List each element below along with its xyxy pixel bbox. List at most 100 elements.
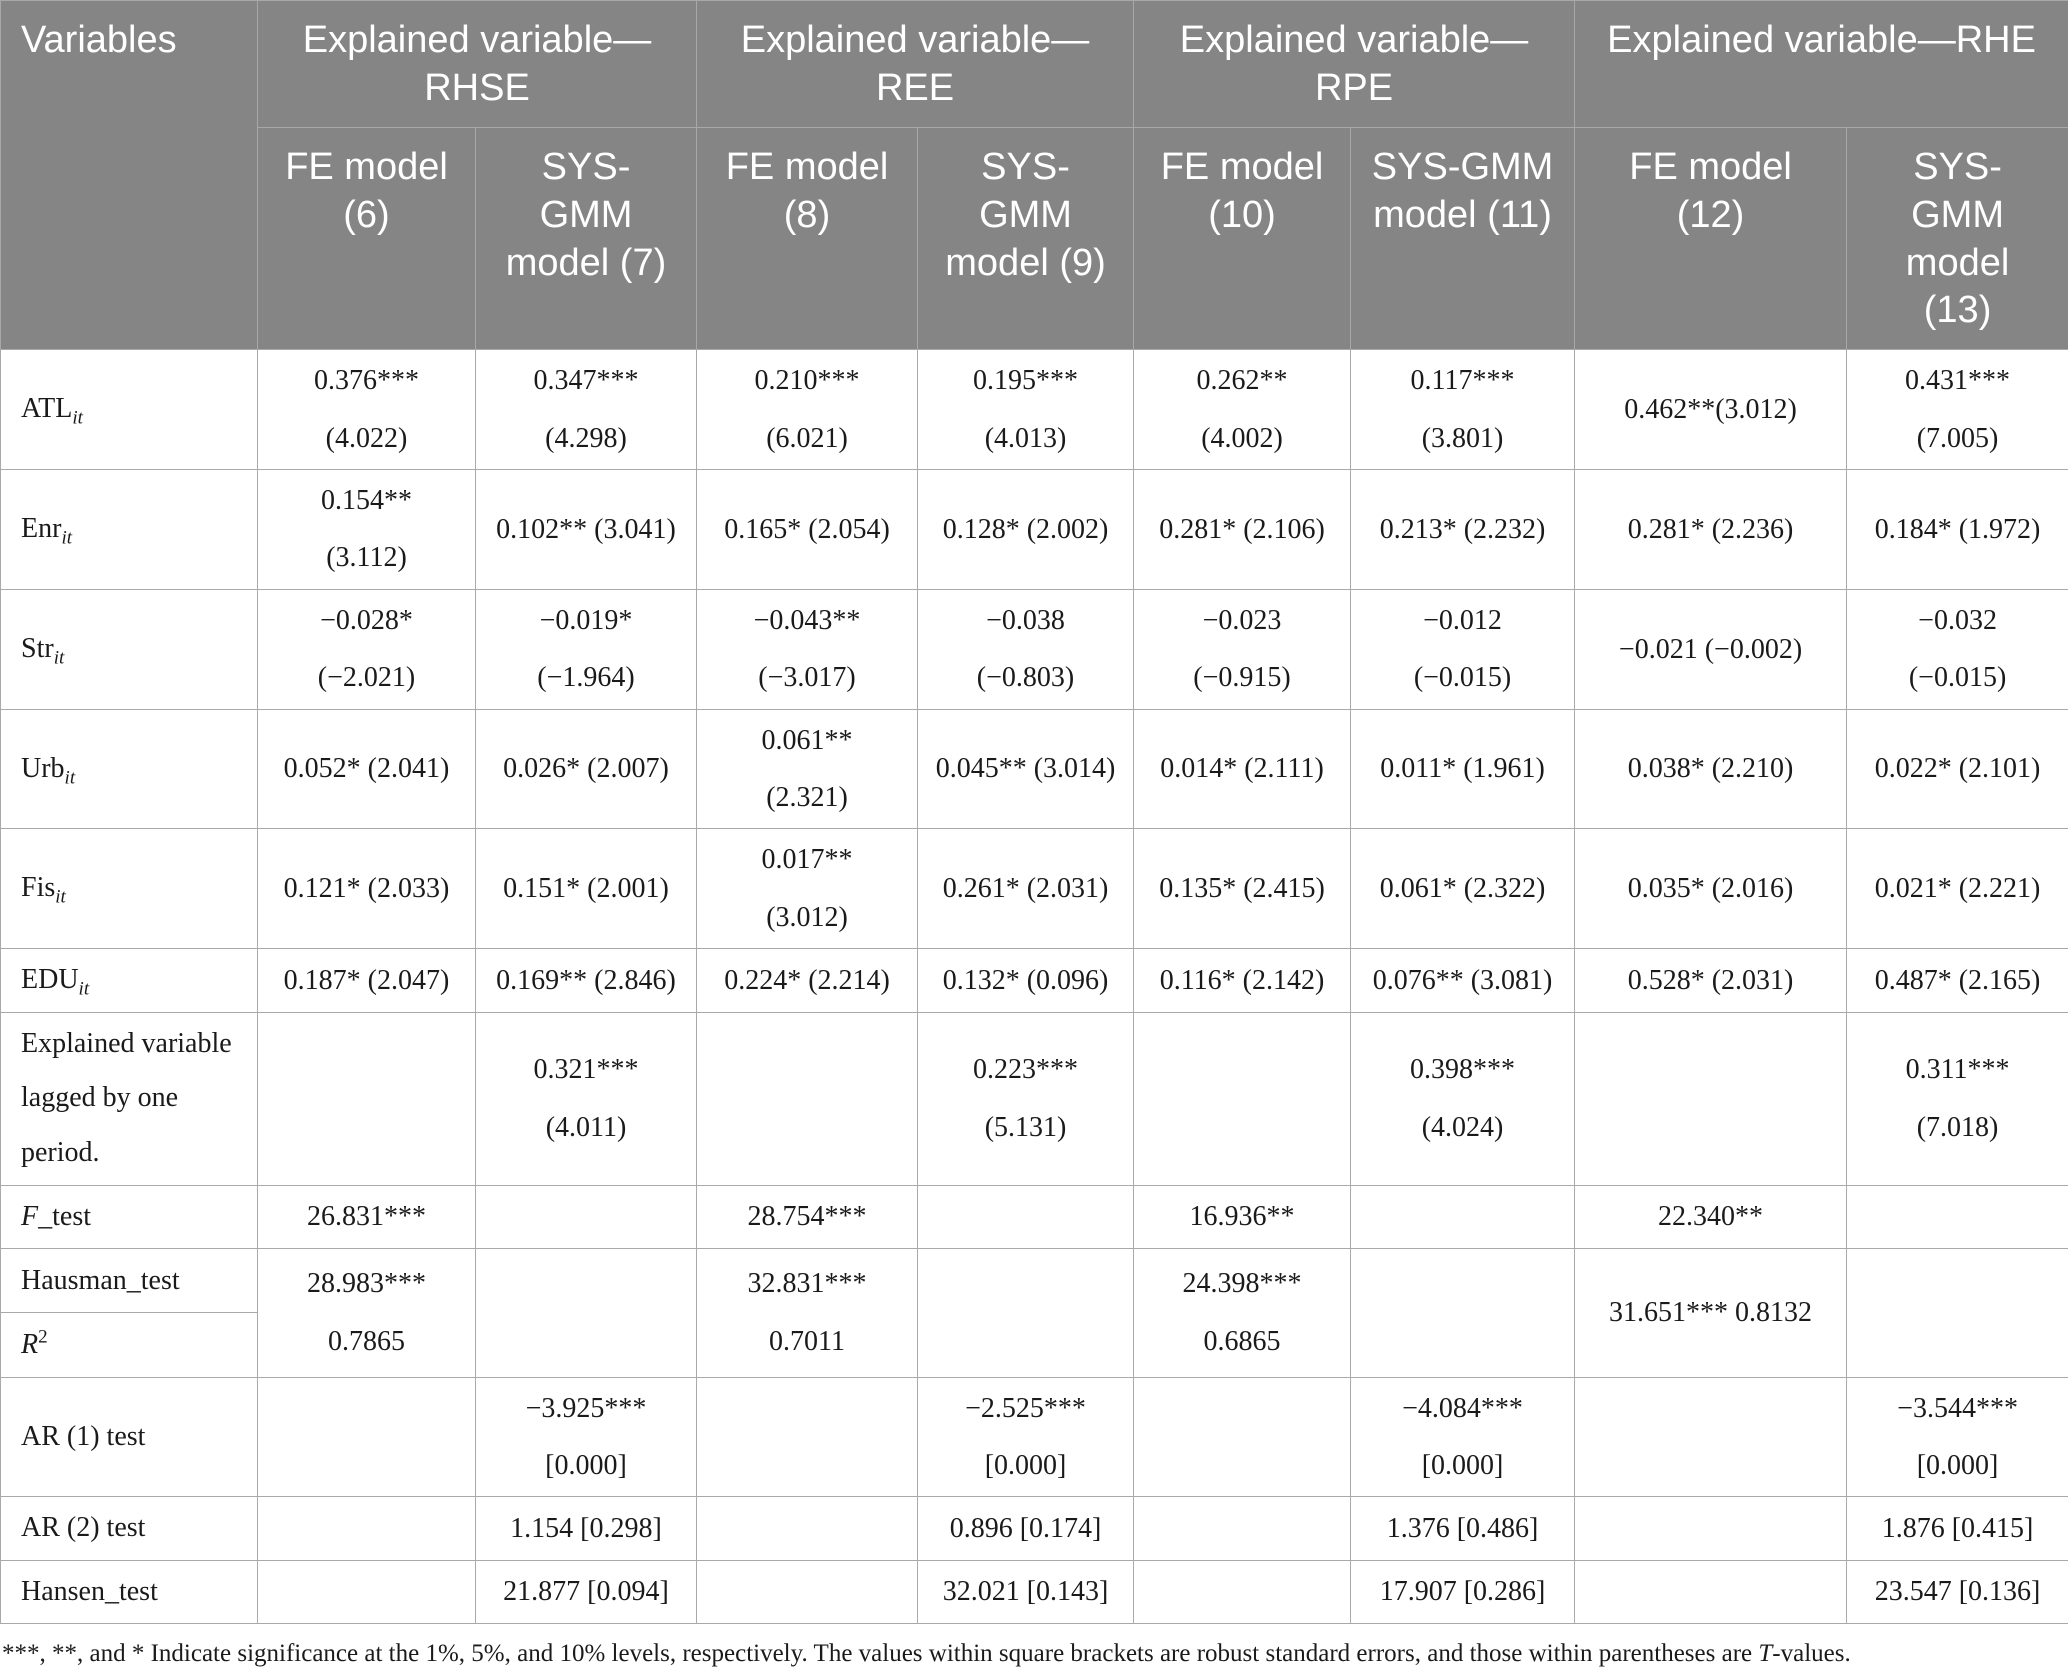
model-header-fe-12: FE model (12) xyxy=(1575,127,1847,350)
data-cell: 0.038* (2.210) xyxy=(1575,709,1847,829)
data-cell: −0.038 (−0.803) xyxy=(918,589,1134,709)
model-header-row: FE model (6) SYS-GMM model (7) FE model … xyxy=(1,127,2068,350)
data-cell: 0.398*** (4.024) xyxy=(1351,1012,1575,1185)
group-header-ree: Explained variable—REE xyxy=(697,1,1134,128)
data-cell: 28.983*** 0.7865 xyxy=(258,1249,476,1377)
data-cell: −0.021 (−0.002) xyxy=(1575,589,1847,709)
data-cell: 0.061* (2.322) xyxy=(1351,829,1575,949)
data-cell xyxy=(1351,1185,1575,1249)
data-cell xyxy=(1575,1497,1847,1561)
footnote-text-end: -values. xyxy=(1772,1640,1850,1667)
model-header-fe-8: FE model (8) xyxy=(697,127,918,350)
data-cell: 0.224* (2.214) xyxy=(697,949,918,1013)
model-header-gmm-11: SYS-GMM model (11) xyxy=(1351,127,1575,350)
group-header-row: Variables Explained variable—RHSE Explai… xyxy=(1,1,2068,128)
data-cell: −0.023 (−0.915) xyxy=(1134,589,1351,709)
data-cell: −0.043** (−3.017) xyxy=(697,589,918,709)
model-header-gmm-9: SYS-GMM model (9) xyxy=(918,127,1134,350)
data-cell xyxy=(1575,1377,1847,1497)
data-cell: 0.195*** (4.013) xyxy=(918,350,1134,470)
data-cell: 0.311*** (7.018) xyxy=(1847,1012,2068,1185)
data-cell: 0.165* (2.054) xyxy=(697,470,918,590)
data-cell: 26.831*** xyxy=(258,1185,476,1249)
data-cell: 17.907 [0.286] xyxy=(1351,1560,1575,1624)
data-cell: 0.061** (2.321) xyxy=(697,709,918,829)
data-cell xyxy=(697,1497,918,1561)
data-cell: 0.132* (0.096) xyxy=(918,949,1134,1013)
table-header: Variables Explained variable—RHSE Explai… xyxy=(1,1,2068,350)
variables-column-header: Variables xyxy=(1,1,258,350)
data-cell: −0.012 (−0.015) xyxy=(1351,589,1575,709)
data-cell: 0.045** (3.014) xyxy=(918,709,1134,829)
data-cell: 0.210*** (6.021) xyxy=(697,350,918,470)
row-label: AR (2) test xyxy=(1,1497,258,1561)
data-cell: 0.169** (2.846) xyxy=(476,949,697,1013)
data-cell: 0.223*** (5.131) xyxy=(918,1012,1134,1185)
data-cell: 0.076** (3.081) xyxy=(1351,949,1575,1013)
data-cell: 23.547 [0.136] xyxy=(1847,1560,2068,1624)
data-cell: 0.213* (2.232) xyxy=(1351,470,1575,590)
data-cell: 0.128* (2.002) xyxy=(918,470,1134,590)
data-cell: −4.084*** [0.000] xyxy=(1351,1377,1575,1497)
data-cell: 0.135* (2.415) xyxy=(1134,829,1351,949)
data-cell: 0.017** (3.012) xyxy=(697,829,918,949)
data-cell: 24.398*** 0.6865 xyxy=(1134,1249,1351,1377)
group-header-rpe: Explained variable—RPE xyxy=(1134,1,1575,128)
model-header-fe-6: FE model (6) xyxy=(258,127,476,350)
data-cell: 1.154 [0.298] xyxy=(476,1497,697,1561)
row-label: Enrit xyxy=(1,470,258,590)
data-cell xyxy=(258,1377,476,1497)
data-cell xyxy=(697,1560,918,1624)
data-cell: 0.896 [0.174] xyxy=(918,1497,1134,1561)
footnote-italic-t: T xyxy=(1758,1640,1772,1667)
footnote-text: ***, **, and * Indicate significance at … xyxy=(2,1640,1758,1667)
data-cell: 0.376*** (4.022) xyxy=(258,350,476,470)
data-cell xyxy=(1847,1185,2068,1249)
data-cell: 32.831*** 0.7011 xyxy=(697,1249,918,1377)
significance-footnote: ***, **, and * Indicate significance at … xyxy=(0,1624,2068,1679)
table-row: Strit−0.028* (−2.021)−0.019* (−1.964)−0.… xyxy=(1,589,2068,709)
model-header-gmm-13: SYS-GMM model (13) xyxy=(1847,127,2068,350)
data-cell: 0.154** (3.112) xyxy=(258,470,476,590)
data-cell: 0.022* (2.101) xyxy=(1847,709,2068,829)
data-cell: 0.151* (2.001) xyxy=(476,829,697,949)
data-cell: −0.028* (−2.021) xyxy=(258,589,476,709)
data-cell: 22.340** xyxy=(1575,1185,1847,1249)
data-cell: 0.116* (2.142) xyxy=(1134,949,1351,1013)
row-sub-label: Hausman_test xyxy=(1,1249,257,1312)
data-cell xyxy=(1134,1560,1351,1624)
data-cell: 1.876 [0.415] xyxy=(1847,1497,2068,1561)
data-cell: 0.347*** (4.298) xyxy=(476,350,697,470)
data-cell: 0.052* (2.041) xyxy=(258,709,476,829)
data-cell xyxy=(918,1185,1134,1249)
data-cell xyxy=(258,1497,476,1561)
row-label: AR (1) test xyxy=(1,1377,258,1497)
data-cell xyxy=(1134,1012,1351,1185)
data-cell: 0.014* (2.111) xyxy=(1134,709,1351,829)
row-label: EDUit xyxy=(1,949,258,1013)
data-cell: 32.021 [0.143] xyxy=(918,1560,1134,1624)
row-label: Urbit xyxy=(1,709,258,829)
data-cell: 0.121* (2.033) xyxy=(258,829,476,949)
data-cell xyxy=(697,1377,918,1497)
data-cell xyxy=(1134,1497,1351,1561)
data-cell xyxy=(1351,1249,1575,1377)
data-cell: 0.026* (2.007) xyxy=(476,709,697,829)
data-cell: 21.877 [0.094] xyxy=(476,1560,697,1624)
data-cell: 16.936** xyxy=(1134,1185,1351,1249)
data-cell: 31.651*** 0.8132 xyxy=(1575,1249,1847,1377)
data-cell: 0.011* (1.961) xyxy=(1351,709,1575,829)
regression-results-table: Variables Explained variable—RHSE Explai… xyxy=(0,0,2068,1624)
row-label: Hansen_test xyxy=(1,1560,258,1624)
group-header-rhse: Explained variable—RHSE xyxy=(258,1,697,128)
row-label: Strit xyxy=(1,589,258,709)
data-cell: −0.032 (−0.015) xyxy=(1847,589,2068,709)
row-label: Fisit xyxy=(1,829,258,949)
row-label: F_test xyxy=(1,1185,258,1249)
data-cell: 0.281* (2.236) xyxy=(1575,470,1847,590)
